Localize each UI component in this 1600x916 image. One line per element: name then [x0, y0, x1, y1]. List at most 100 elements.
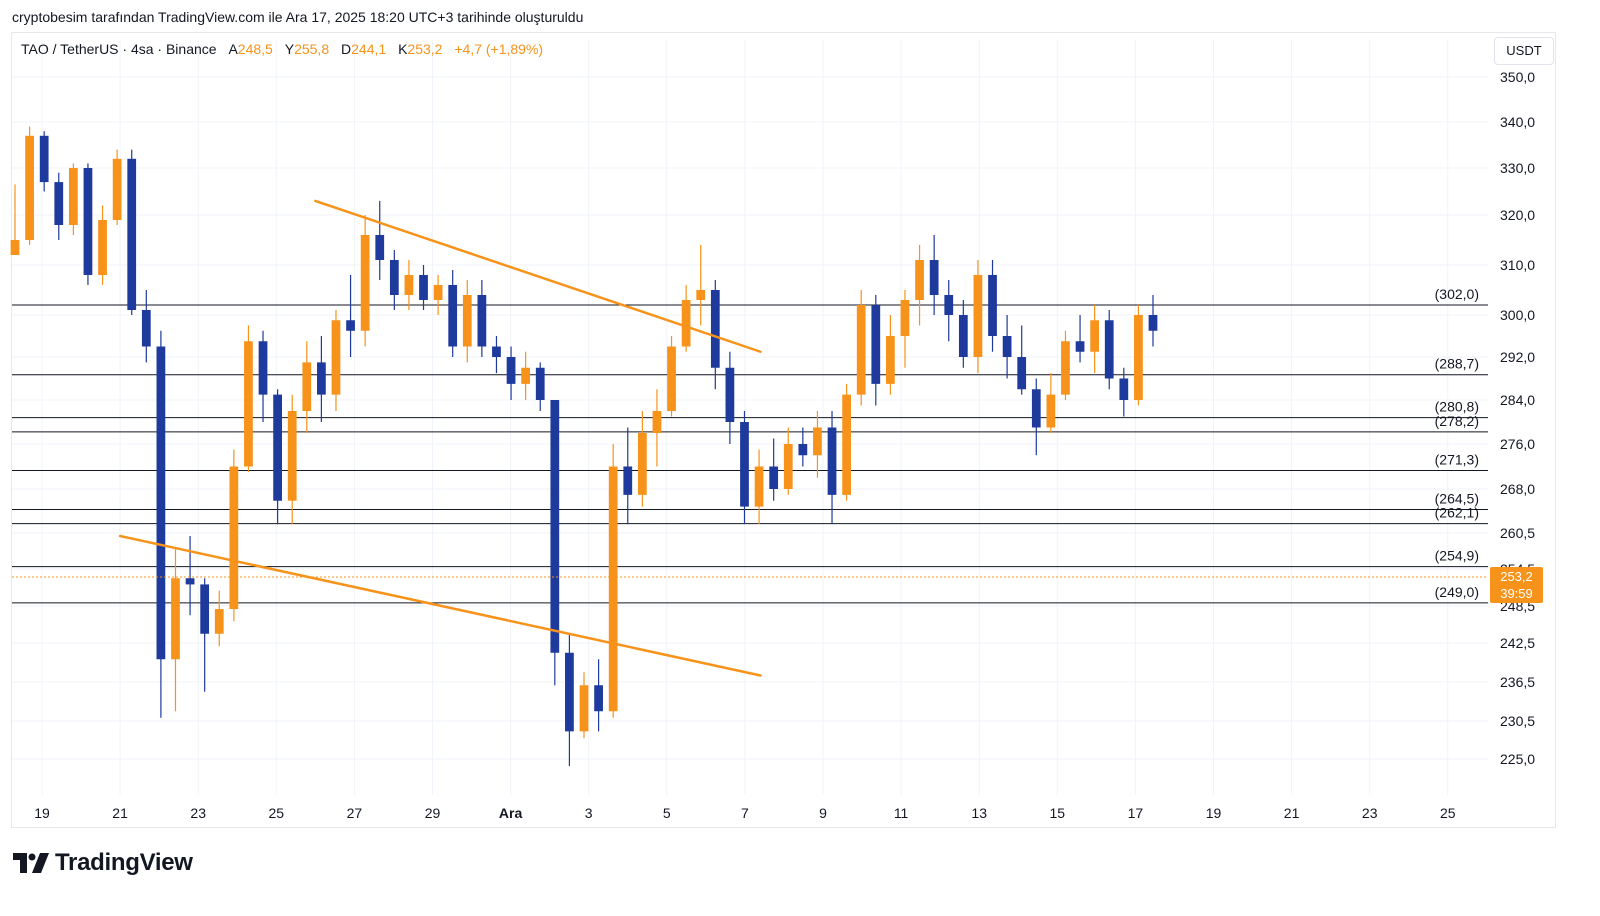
legend-close-label: K: [398, 41, 408, 57]
level-label: (262,1): [1435, 505, 1479, 521]
legend-high-label: Y: [284, 41, 295, 57]
chart-caption: cryptobesim tarafından TradingView.com i…: [12, 9, 584, 25]
x-tick-label: 11: [894, 805, 909, 821]
candle-body: [419, 275, 428, 300]
candle-body: [1119, 378, 1129, 400]
trendline-upper: [314, 199, 762, 353]
candle-body: [200, 584, 210, 634]
candle-body: [156, 346, 166, 660]
candle-body: [988, 275, 997, 336]
candle-body: [754, 466, 764, 507]
x-tick-label: 5: [663, 805, 671, 821]
candle-body: [258, 341, 268, 395]
y-tick-label: 260,5: [1500, 525, 1535, 541]
trendline-lower: [118, 534, 762, 677]
candle-body: [433, 285, 443, 300]
currency-button[interactable]: USDT: [1494, 37, 1554, 65]
x-tick-label: 17: [1128, 805, 1144, 821]
candle-body: [973, 275, 983, 357]
candle-body: [462, 295, 472, 347]
x-tick-label: Ara: [499, 805, 523, 821]
candle-body: [287, 411, 297, 501]
candle-body: [535, 367, 545, 400]
candle-body: [1134, 315, 1143, 400]
candle-body: [141, 310, 151, 347]
candle-body: [710, 290, 720, 368]
legend-low-label: D: [341, 41, 352, 57]
candle-body: [68, 168, 78, 225]
trendlines: [118, 199, 762, 677]
candle-body: [112, 158, 122, 220]
candle-body: [10, 240, 20, 255]
candle-body: [565, 652, 574, 732]
candle-body: [813, 427, 822, 456]
level-label: (288,7): [1435, 356, 1479, 372]
level-label: (280,8): [1435, 399, 1479, 415]
chart-frame[interactable]: [11, 32, 1556, 828]
candle-body: [652, 411, 662, 433]
x-tick-label: 25: [269, 805, 285, 821]
tradingview-logo[interactable]: TradingView: [13, 848, 193, 878]
y-tick-label: 330,0: [1500, 160, 1535, 176]
x-tick-label: 7: [741, 805, 749, 821]
y-tick-label: 320,0: [1500, 207, 1535, 223]
candles: [10, 126, 1158, 766]
legend-change: +4,7 (+1,89%): [454, 41, 544, 57]
x-tick-label: 25: [1440, 805, 1456, 821]
x-tick-label: 21: [1284, 805, 1300, 821]
candle-body: [944, 295, 954, 315]
symbol-legend: TAO / TetherUS · 4sa · Binance A248,5 Y 2…: [21, 41, 543, 57]
candle-body: [856, 305, 866, 395]
candle-body: [1075, 341, 1085, 352]
tradingview-logo-icon: [13, 853, 49, 873]
candle-body: [871, 305, 881, 384]
x-tick-label: 29: [425, 805, 441, 821]
candle-body: [623, 466, 633, 495]
candle-body: [1046, 394, 1056, 428]
candle-body: [725, 367, 735, 422]
candle-body: [477, 295, 487, 347]
candle-body: [842, 394, 851, 495]
candle-body: [798, 444, 808, 456]
candle-body: [375, 235, 385, 260]
x-tick-label: 13: [971, 805, 987, 821]
candle-body: [360, 235, 370, 331]
candle-body: [1061, 341, 1070, 395]
horizontal-levels: (302,0) (288,7) (280,8)(278,2) (271,3) (264,…: [12, 286, 1488, 604]
tradingview-logo-text: TradingView: [55, 849, 193, 876]
candle-body: [637, 433, 647, 495]
bar-countdown: 39:59: [1500, 586, 1533, 601]
candle-body: [25, 135, 34, 240]
candle-body: [244, 341, 253, 467]
candle-body: [389, 260, 399, 295]
candle-body: [550, 400, 560, 653]
y-tick-label: 300,0: [1500, 307, 1535, 323]
y-axis: 350,0 340,0 330,0 320,0 310,0 300,0 292,0 284,0…: [1500, 69, 1535, 767]
y-tick-label: 225,0: [1500, 751, 1535, 767]
candle-body: [331, 320, 341, 395]
legend-low-value: 244,1: [351, 41, 387, 57]
candle-body: [783, 444, 793, 489]
y-tick-label: 292,0: [1500, 349, 1535, 365]
legend-open-value: 248,5: [237, 41, 273, 57]
candle-body: [740, 422, 749, 507]
candle-body: [827, 427, 837, 495]
candle-body: [214, 609, 224, 634]
level-label: (271,3): [1435, 451, 1479, 467]
x-tick-label: 23: [190, 805, 206, 821]
legend-close-value: 253,2: [407, 41, 443, 57]
candle-body: [171, 578, 180, 660]
candle-body: [404, 275, 414, 295]
candle-body: [696, 290, 706, 300]
x-axis: 19 21 23 25 27 29 Ara 3 5 7 9 11 13 15 17 19 21 23 25: [34, 805, 1456, 821]
candle-body: [1090, 320, 1100, 352]
candle-body: [448, 285, 458, 347]
candle-body: [317, 362, 326, 395]
legend-open-label: A: [228, 41, 238, 57]
y-tick-label: 276,0: [1500, 436, 1535, 452]
grid-lines: [12, 40, 1488, 795]
x-tick-label: 9: [819, 805, 827, 821]
legend-symbol: TAO / TetherUS · 4sa · Binance: [21, 41, 217, 57]
x-tick-label: 21: [112, 805, 128, 821]
